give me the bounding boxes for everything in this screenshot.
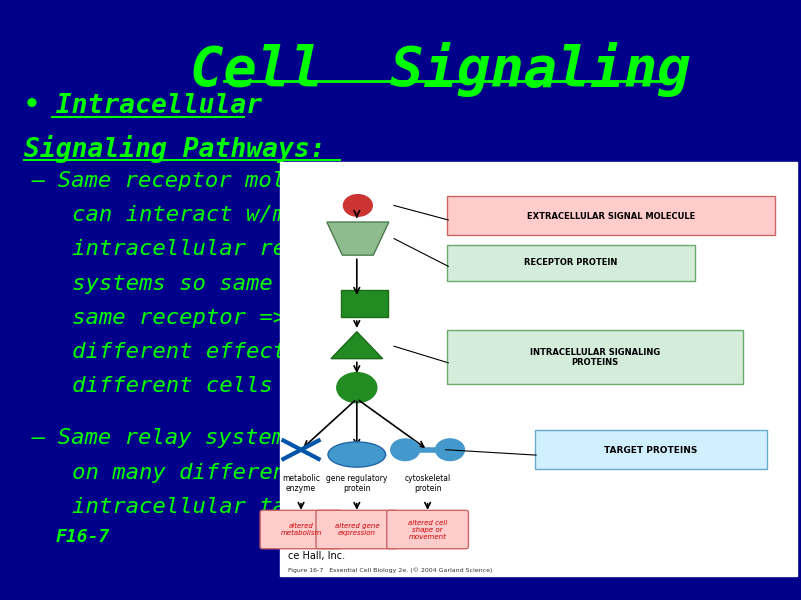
Text: altered cell
shape or
movement: altered cell shape or movement (408, 520, 447, 539)
Circle shape (336, 373, 376, 403)
Text: on many different: on many different (32, 463, 300, 482)
Text: same receptor =>: same receptor => (32, 308, 286, 328)
Text: different cells: different cells (32, 376, 273, 396)
Text: Cell  Signaling: Cell Signaling (191, 42, 690, 97)
Text: intracellular relay: intracellular relay (32, 239, 326, 259)
Polygon shape (327, 222, 388, 255)
Text: EXTRACELLULAR SIGNAL MOLECULE: EXTRACELLULAR SIGNAL MOLECULE (527, 212, 695, 221)
Text: altered
metabolism: altered metabolism (280, 523, 322, 536)
Text: metabolic
enzyme: metabolic enzyme (282, 474, 320, 493)
Text: – Same receptor molecule: – Same receptor molecule (32, 171, 353, 191)
Text: cytoskeletal
protein: cytoskeletal protein (405, 474, 451, 493)
Text: F16-7: F16-7 (56, 528, 111, 546)
Text: • Intracellular: • Intracellular (24, 93, 262, 119)
Text: altered gene
expression: altered gene expression (335, 523, 379, 536)
Text: RECEPTOR PROTEIN: RECEPTOR PROTEIN (525, 259, 618, 268)
Text: TARGET PROTEINS: TARGET PROTEINS (604, 446, 698, 455)
FancyBboxPatch shape (447, 196, 775, 235)
Circle shape (436, 439, 465, 461)
Text: Signaling Pathways:: Signaling Pathways: (24, 135, 326, 163)
FancyBboxPatch shape (535, 430, 767, 469)
FancyBboxPatch shape (387, 511, 469, 549)
Text: intracellular targets: intracellular targets (32, 497, 353, 517)
FancyBboxPatch shape (260, 511, 342, 549)
Text: can interact w/many: can interact w/many (32, 205, 326, 225)
FancyBboxPatch shape (316, 511, 397, 549)
Text: Figure 16-7   Essential Cell Biology 2e. (© 2004 Garland Science): Figure 16-7 Essential Cell Biology 2e. (… (288, 568, 493, 573)
FancyBboxPatch shape (280, 162, 797, 576)
Text: gene regulatory
protein: gene regulatory protein (326, 474, 388, 493)
Text: different effects in: different effects in (32, 342, 340, 362)
Polygon shape (331, 332, 383, 359)
Text: ce Hall, Inc.: ce Hall, Inc. (288, 551, 345, 561)
Circle shape (391, 439, 420, 461)
Text: INTRACELLULAR SIGNALING
PROTEINS: INTRACELLULAR SIGNALING PROTEINS (530, 348, 660, 367)
Text: systems so same signal &: systems so same signal & (32, 274, 393, 293)
Text: F16-5A & B: F16-5A & B (304, 401, 413, 419)
Ellipse shape (328, 442, 385, 467)
FancyBboxPatch shape (447, 331, 743, 385)
FancyBboxPatch shape (341, 290, 388, 317)
FancyBboxPatch shape (447, 245, 695, 281)
Circle shape (344, 194, 372, 216)
Text: – Same relay system many act: – Same relay system many act (32, 428, 407, 448)
